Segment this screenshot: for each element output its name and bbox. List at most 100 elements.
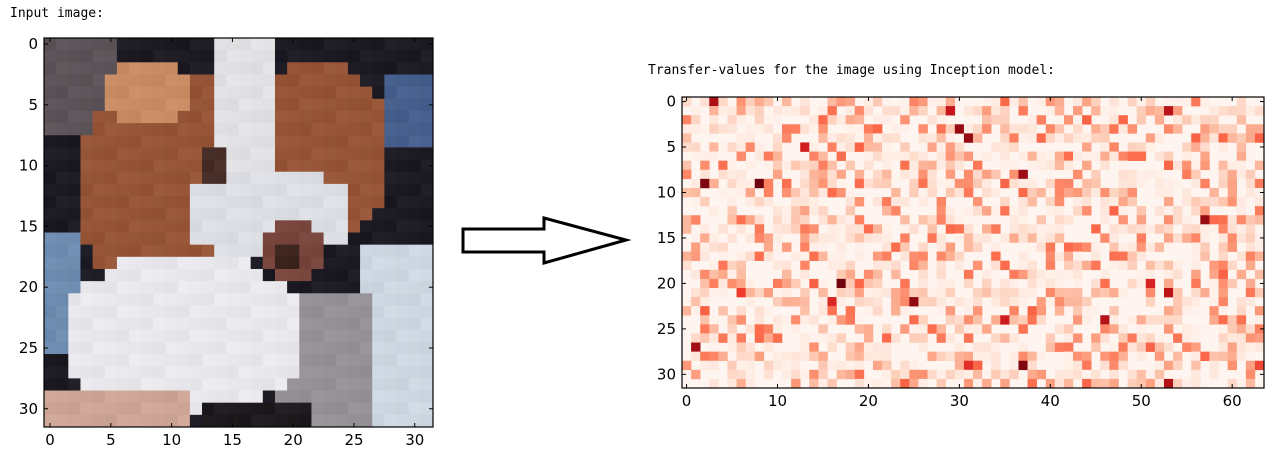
heatmap-cell (772, 206, 783, 216)
heatmap-cell (836, 142, 846, 152)
image-pixel (56, 281, 69, 294)
image-pixel (408, 74, 422, 88)
heatmap-cell (909, 224, 919, 234)
heatmap-cell (1182, 169, 1192, 180)
image-pixel (68, 208, 81, 221)
heatmap-cell (1118, 187, 1128, 198)
heatmap-cell (991, 351, 1001, 362)
image-pixel (202, 244, 215, 258)
image-pixel (250, 293, 264, 306)
heatmap-cell (772, 115, 783, 125)
heatmap-cell (945, 215, 956, 225)
image-pixel (287, 366, 300, 379)
image-pixel (104, 268, 118, 282)
image-pixel (347, 62, 361, 75)
heatmap-cell (872, 342, 883, 352)
heatmap-cell (1182, 160, 1192, 171)
heatmap-cell (1036, 269, 1047, 280)
heatmap-cell (1054, 151, 1065, 161)
heatmap-cell (763, 306, 774, 316)
image-pixel (335, 402, 349, 416)
image-pixel (372, 305, 385, 318)
image-pixel (408, 329, 422, 343)
heatmap-cell (1154, 206, 1165, 216)
heatmap-cell (800, 197, 810, 207)
image-pixel (226, 110, 239, 124)
image-pixel (372, 86, 385, 100)
image-pixel (68, 86, 81, 100)
image-pixel (104, 317, 118, 331)
heatmap-cell (963, 187, 974, 198)
image-pixel (44, 341, 57, 355)
heatmap-cell (1209, 306, 1219, 316)
heatmap-cell (1082, 378, 1092, 389)
image-pixel (141, 354, 154, 367)
image-pixel (347, 159, 361, 173)
image-pixel (92, 62, 106, 75)
heatmap-cell (800, 342, 810, 352)
image-pixel (299, 402, 312, 416)
heatmap-cell (1109, 151, 1119, 161)
image-pixel (56, 208, 69, 221)
heatmap-cell (963, 151, 974, 161)
heatmap-cell (1254, 333, 1265, 343)
dog-image (44, 38, 434, 428)
heatmap-cell (1118, 342, 1128, 352)
heatmap-cell (1145, 269, 1156, 280)
heatmap-cell (1109, 242, 1119, 252)
heatmap-cell (772, 360, 783, 371)
heatmap-cell (1000, 297, 1010, 307)
heatmap-cell (763, 369, 774, 380)
heatmap-cell (1145, 142, 1156, 152)
heatmap-cell (1182, 215, 1192, 225)
image-pixel (177, 98, 191, 112)
image-pixel (177, 74, 191, 88)
heatmap-cell (991, 142, 1001, 152)
image-pixel (226, 232, 239, 246)
image-pixel (262, 135, 276, 148)
image-pixel (68, 268, 81, 282)
image-pixel (80, 244, 94, 258)
heatmap-cell (1209, 360, 1219, 371)
image-pixel (238, 74, 252, 88)
image-pixel (153, 62, 166, 75)
heatmap-cell (754, 97, 765, 107)
heatmap-cell (963, 242, 974, 252)
heatmap-cell (682, 224, 692, 234)
heatmap-cell (1218, 324, 1228, 334)
image-pixel (153, 378, 166, 391)
image-pixel (56, 171, 69, 185)
heatmap-cell (1163, 97, 1174, 107)
heatmap-cell (1118, 169, 1128, 180)
heatmap-cell (1245, 287, 1256, 298)
heatmap-cell (818, 287, 828, 298)
heatmap-cell (1063, 351, 1074, 362)
image-pixel (299, 123, 312, 136)
image-pixel (287, 74, 300, 88)
x-tick-label: 25 (344, 431, 363, 449)
heatmap-cell (1091, 242, 1101, 252)
heatmap-cell (691, 197, 701, 207)
heatmap-cell (936, 233, 947, 243)
heatmap-cell (1082, 142, 1092, 152)
heatmap-cell (1036, 133, 1047, 143)
heatmap-cell (836, 133, 846, 143)
image-pixel (396, 256, 410, 270)
heatmap-cell (1045, 269, 1056, 280)
image-pixel (177, 366, 191, 379)
heatmap-cell (1236, 106, 1247, 116)
image-pixel (287, 171, 300, 185)
image-pixel (141, 378, 154, 391)
image-pixel (299, 208, 312, 221)
heatmap-cell (1000, 333, 1010, 343)
image-pixel (56, 62, 69, 75)
heatmap-cell (872, 224, 883, 234)
heatmap-cell (727, 124, 737, 134)
heatmap-cell (709, 287, 719, 298)
image-pixel (44, 110, 57, 124)
heatmap-cell (973, 306, 983, 316)
image-pixel (360, 135, 373, 148)
heatmap-cell (1245, 333, 1256, 343)
image-pixel (44, 244, 57, 258)
image-pixel (323, 293, 337, 306)
